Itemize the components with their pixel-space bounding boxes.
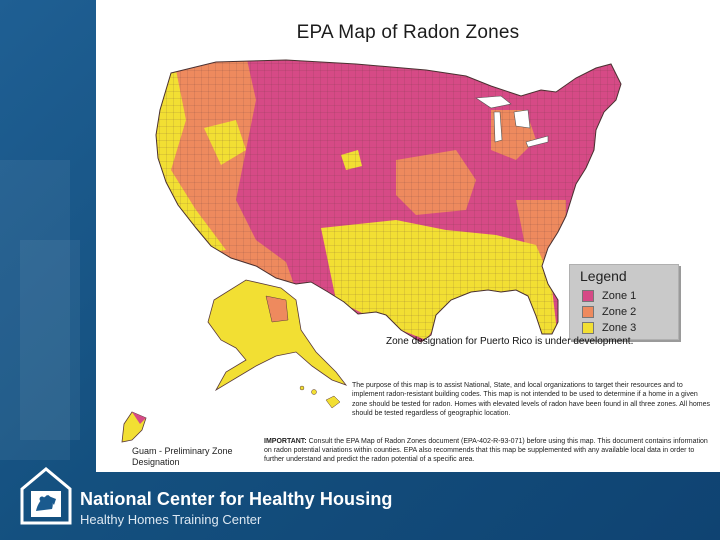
important-label: IMPORTANT: bbox=[264, 438, 307, 445]
map-panel: EPA Map of Radon Zones bbox=[96, 0, 720, 472]
org-name: National Center for Healthy Housing bbox=[80, 489, 393, 510]
hawaii bbox=[326, 396, 340, 408]
important-text: Consult the EPA Map of Radon Zones docum… bbox=[264, 438, 708, 463]
zone3-swatch bbox=[582, 322, 594, 334]
zone1-swatch bbox=[582, 290, 594, 302]
legend-title: Legend bbox=[580, 268, 627, 284]
org-subtitle: Healthy Homes Training Center bbox=[80, 512, 261, 527]
zone3-region-coastal-east bbox=[566, 210, 596, 270]
legend-item-zone1: Zone 1 bbox=[582, 289, 636, 303]
map-legend: Legend Zone 1 Zone 2 Zone 3 bbox=[569, 264, 679, 340]
house-logo-icon bbox=[18, 465, 74, 527]
important-note: IMPORTANT: Consult the EPA Map of Radon … bbox=[264, 437, 712, 464]
alaska bbox=[208, 280, 346, 390]
legend-item-zone2: Zone 2 bbox=[582, 305, 636, 319]
legend-label: Zone 2 bbox=[602, 306, 636, 318]
hawaii-island bbox=[300, 386, 304, 390]
background-shape bbox=[20, 240, 80, 440]
hawaii-island bbox=[312, 390, 317, 395]
lake-huron bbox=[514, 110, 530, 128]
legend-label: Zone 1 bbox=[602, 290, 636, 302]
legend-item-zone3: Zone 3 bbox=[582, 321, 636, 335]
legend-label: Zone 3 bbox=[602, 322, 636, 334]
puerto-rico-note: Zone designation for Puerto Rico is unde… bbox=[386, 336, 633, 347]
guam-label: Guam - Preliminary Zone Designation bbox=[132, 446, 262, 468]
purpose-text: The purpose of this map is to assist Nat… bbox=[352, 381, 712, 418]
zone2-swatch bbox=[582, 306, 594, 318]
